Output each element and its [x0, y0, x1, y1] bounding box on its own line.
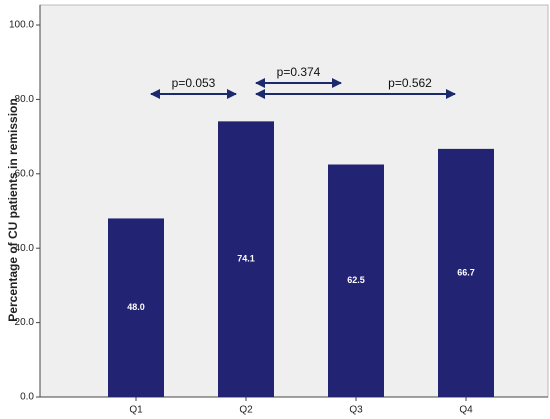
bar [328, 164, 384, 397]
y-tick-label: 60.0 [15, 168, 35, 179]
y-tick-label: 100.0 [9, 20, 34, 31]
y-tick-label: 40.0 [15, 243, 35, 254]
y-axis-label: Percentage of CU patients in remission [6, 98, 20, 321]
y-tick-label: 20.0 [15, 317, 35, 328]
value-label: 74.1 [237, 254, 255, 264]
bar [218, 121, 274, 398]
value-label: 48.0 [127, 302, 145, 312]
bar [108, 218, 164, 397]
p-value: p=0.374 [277, 65, 321, 79]
x-tick-label: Q2 [239, 405, 253, 416]
bar [438, 148, 494, 397]
y-tick-label: 80.0 [15, 94, 35, 105]
x-tick-label: Q3 [349, 405, 363, 416]
y-tick-label: 0.0 [20, 392, 34, 403]
p-value: p=0.053 [172, 76, 216, 90]
value-label: 66.7 [457, 267, 475, 277]
value-label: 62.5 [347, 275, 365, 285]
x-tick-label: Q4 [459, 405, 473, 416]
p-value: p=0.562 [388, 76, 432, 90]
x-tick-label: Q1 [129, 405, 143, 416]
